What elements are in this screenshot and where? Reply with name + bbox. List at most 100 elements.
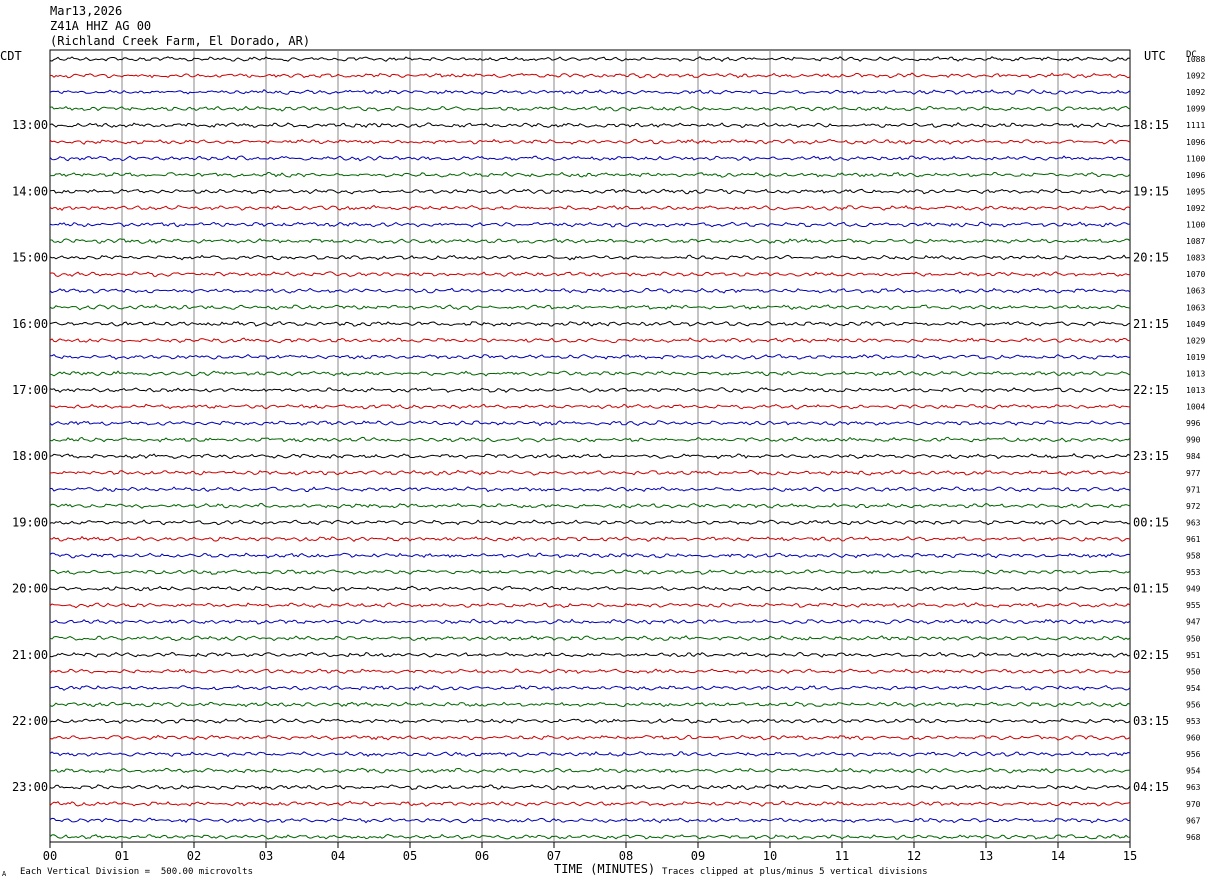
dc-offset-label: 977 [1186,469,1201,478]
dc-offset-label: 1004 [1186,403,1205,412]
dc-offset-label: 1083 [1186,254,1205,263]
x-tick-label: 03 [259,849,273,863]
trace-row-41 [49,734,1131,741]
dc-offset-label: 949 [1186,585,1201,594]
dc-offset-label: 960 [1186,734,1201,743]
dc-offset-label: 1095 [1186,187,1205,196]
dc-offset-label: 1096 [1186,138,1205,147]
dc-offset-label: 1087 [1186,237,1205,246]
dc-offset-label: 963 [1186,518,1201,527]
x-tick-label: 13 [979,849,993,863]
dc-offset-label: 954 [1186,767,1201,776]
trace-row-39 [49,701,1131,708]
dc-offset-label: 970 [1186,800,1201,809]
trace-row-14 [49,287,1131,294]
dc-offset-label: 1049 [1186,320,1205,329]
trace-row-35 [49,635,1131,642]
x-axis-label: TIME (MINUTES) [554,862,656,876]
x-tick-label: 01 [115,849,129,863]
trace-row-37 [49,668,1131,675]
dc-offset-label: 950 [1186,634,1201,643]
dc-offset-label: 963 [1186,783,1201,792]
dc-offset-label: 951 [1186,651,1201,660]
station-location: (Richland Creek Farm, El Dorado, AR) [50,34,311,48]
x-tick-label: 00 [43,849,57,863]
dc-offset-label: 1092 [1186,72,1205,81]
x-tick-label: 14 [1051,849,1065,863]
dc-offset-label: 955 [1186,601,1201,610]
dc-offset-label: 1029 [1186,336,1205,345]
dc-offset-label: 956 [1186,750,1201,759]
trace-row-32 [49,585,1131,592]
right-hour-label: 21:15 [1133,317,1169,331]
left-hour-label: 21:00 [12,648,48,662]
plot-frame [49,49,1131,843]
dc-offset-label: 953 [1186,717,1201,726]
dc-offset-label: 1096 [1186,171,1205,180]
trace-row-30 [49,552,1131,559]
right-hour-label: 03:15 [1133,714,1169,728]
trace-row-18 [49,353,1131,360]
dc-offset-label: 1019 [1186,353,1205,362]
chart-date: Mar13,2026 [50,4,123,18]
dc-offset-label: 953 [1186,568,1201,577]
x-tick-label: 02 [187,849,201,863]
x-tick-label: 06 [475,849,489,863]
left-hour-label: 19:00 [12,515,48,529]
trace-row-29 [49,535,1131,542]
left-hour-label: 20:00 [12,582,48,596]
left-hour-label: 18:00 [12,449,48,463]
grid-lines [49,49,1131,848]
trace-row-47 [49,833,1131,840]
right-hour-label: 18:15 [1133,118,1169,132]
trace-row-43 [50,767,1131,774]
dc-offset-label: 996 [1186,419,1201,428]
trace-row-27 [49,502,1131,509]
trace-row-26 [49,486,1131,493]
trace-row-19 [49,370,1131,377]
left-hour-label: 15:00 [12,251,48,265]
x-tick-label: 10 [763,849,777,863]
dc-offset-label: 956 [1186,700,1201,709]
right-hour-label: 19:15 [1133,184,1169,198]
trace-row-42 [49,751,1131,758]
left-timezone-label: CDT [0,49,22,63]
right-hour-label: 20:15 [1133,251,1169,265]
trace-row-34 [49,618,1131,625]
corner-mark: A [2,870,7,878]
trace-row-24 [49,453,1131,460]
x-tick-label: 09 [691,849,705,863]
dc-offset-label: 971 [1186,485,1201,494]
trace-row-13 [49,271,1131,278]
left-hour-label: 14:00 [12,184,48,198]
dc-offset-label: 947 [1186,618,1201,627]
trace-row-16 [49,320,1131,327]
scale-note: Each Vertical Division = 500.00 microvol… [20,867,253,877]
left-hour-label: 16:00 [12,317,48,331]
dc-offset-label: 972 [1186,502,1201,511]
x-tick-label: 05 [403,849,417,863]
x-tick-label: 04 [331,849,345,863]
left-hour-label: 17:00 [12,383,48,397]
trace-row-25 [50,469,1131,476]
dc-offset-label: 1100 [1186,221,1205,230]
axis-labels: 00 01 02 03 04 05 06 07 08 09 10 11 12 13 14 15 1088 1092… [12,55,1205,863]
dc-offset-label: 1063 [1186,287,1205,296]
trace-row-45 [49,800,1131,807]
dc-offset-label: 1092 [1186,88,1205,97]
x-tick-label: 11 [835,849,849,863]
dc-offset-label: 967 [1186,816,1201,825]
dc-offset-label: 1070 [1186,270,1205,279]
trace-row-8 [49,188,1131,195]
x-tick-label: 07 [547,849,561,863]
trace-row-6 [49,155,1131,162]
right-timezone-label: UTC [1144,49,1166,63]
right-hour-label: 01:15 [1133,582,1169,596]
trace-row-21 [49,403,1131,410]
clip-note: Traces clipped at plus/minus 5 vertical … [662,867,928,877]
left-hour-label: 23:00 [12,780,48,794]
right-hour-label: 04:15 [1133,780,1169,794]
dc-offset-label: 958 [1186,552,1201,561]
dc-column-header: DC [1186,50,1197,60]
trace-row-40 [49,718,1131,724]
